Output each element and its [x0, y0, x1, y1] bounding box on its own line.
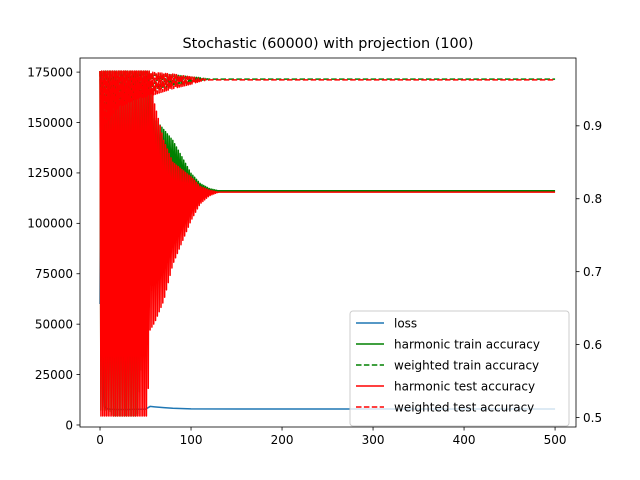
y-left-tick-label: 125000 [27, 166, 73, 180]
y-left-tick-label: 175000 [27, 65, 73, 79]
chart-title: Stochastic (60000) with projection (100) [183, 36, 474, 52]
axes-layer: 0 100 200 300 400 500 0 25000 50000 75000 100000 12… [27, 57, 602, 447]
legend-label: harmonic test accuracy [394, 379, 535, 393]
x-tick-label: 200 [271, 433, 294, 447]
y-left-tick-label: 150000 [27, 116, 73, 130]
series-line-weighted-test-accuracy [99, 70, 556, 133]
x-tick-label: 400 [453, 433, 476, 447]
x-tick-label: 500 [544, 433, 567, 447]
y-right-tick-label: 0.9 [583, 119, 602, 133]
legend-label: weighted test accuracy [394, 400, 534, 414]
x-tick-label: 100 [180, 433, 203, 447]
series-line-harmonic-test-accuracy [99, 70, 556, 417]
y-right-tick-label: 0.7 [583, 265, 602, 279]
y-left-tick-label: 100000 [27, 217, 73, 231]
legend-label: weighted train accuracy [394, 358, 539, 372]
y-right-tick-label: 0.5 [583, 411, 602, 425]
x-tick-label: 300 [362, 433, 385, 447]
y-right-tick-label: 0.8 [583, 192, 602, 206]
y-left-tick-label: 0 [65, 418, 73, 432]
series-layer [99, 70, 556, 417]
y-left-tick-label: 50000 [35, 317, 73, 331]
legend-label: harmonic train accuracy [394, 337, 540, 351]
x-tick-label: 0 [96, 433, 104, 447]
y-right-tick-label: 0.6 [583, 338, 602, 352]
y-left-tick-label: 25000 [35, 368, 73, 382]
plot-frame [79, 57, 577, 428]
y-left-tick-label: 75000 [35, 267, 73, 281]
legend: loss harmonic train accuracy weighted trai… [349, 310, 570, 427]
legend-box [349, 310, 570, 427]
legend-label: loss [394, 316, 417, 330]
